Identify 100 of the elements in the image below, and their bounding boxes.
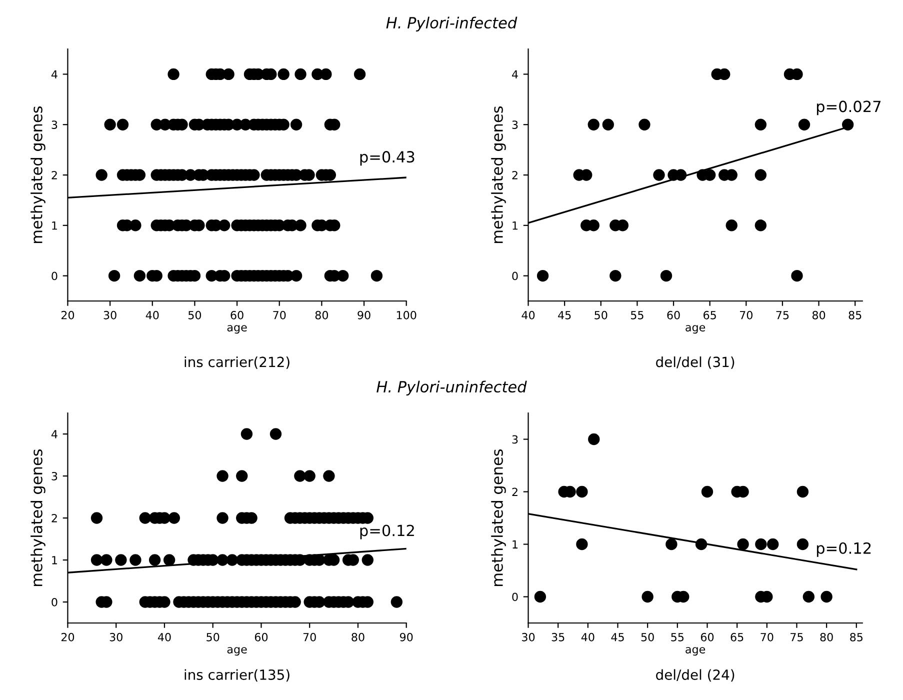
text: H. Pylori-infected [386, 16, 518, 32]
text: ins carrier(135) [184, 669, 290, 682]
point [820, 590, 832, 603]
x-tick-label: 50 [641, 632, 654, 642]
point [737, 538, 749, 550]
y-tick-label: 1 [512, 222, 518, 230]
y-tick-label: 0 [52, 272, 58, 280]
x-tick-label: 60 [700, 632, 714, 642]
text: del/del (24) [656, 669, 734, 682]
x-tick-label: 60 [667, 310, 680, 320]
x-tick-label: 70 [760, 632, 774, 642]
x-tick-label: 85 [850, 632, 862, 642]
text: ins carrier(212) [184, 356, 290, 369]
point [660, 270, 672, 282]
annotation: p=0.027 [816, 100, 881, 116]
y-tick-label: 4 [512, 70, 518, 78]
point [842, 118, 854, 130]
text: del/del (31) [656, 356, 734, 369]
x-tick-label: 20 [61, 310, 74, 320]
x-axis-title: age [686, 647, 706, 656]
x-tick-label: 50 [594, 310, 608, 320]
x-tick-label: 80 [812, 310, 826, 320]
x-tick-label: 90 [400, 632, 413, 642]
x-axis-title: age [686, 325, 706, 334]
x-tick-label: 30 [104, 310, 116, 320]
point [755, 538, 767, 550]
point [638, 118, 650, 130]
x-tick-label: 85 [848, 310, 862, 320]
point [802, 590, 815, 603]
x-tick-label: 45 [611, 633, 624, 642]
y-tick-label: 1 [52, 222, 57, 230]
x-tick-label: 90 [358, 310, 370, 320]
x-tick-label: 70 [740, 310, 752, 320]
x-tick-label: 60 [254, 632, 268, 642]
y-tick-label: 1 [52, 556, 57, 564]
text: H. Pylori-uninfected [376, 380, 527, 396]
x-axis-title: age [227, 325, 247, 334]
x-tick-label: 20 [61, 632, 74, 642]
y-tick-label: 4 [51, 430, 58, 438]
point [576, 538, 588, 550]
x-tick-label: 75 [776, 311, 789, 320]
y-tick-label: 0 [52, 598, 58, 606]
y-tick-label: 1 [512, 540, 518, 548]
y-tick-label: 3 [52, 472, 58, 480]
y-axis-title: methylated genes [30, 449, 46, 586]
x-tick-label: 80 [352, 632, 364, 642]
point [653, 169, 665, 181]
point [536, 270, 549, 282]
x-tick-label: 30 [110, 632, 122, 642]
point [695, 538, 708, 550]
x-tick-label: 50 [188, 310, 202, 320]
point [602, 118, 614, 130]
point [534, 590, 546, 603]
x-tick-label: 40 [581, 632, 594, 642]
y-axis-title: methylated genes [491, 106, 506, 243]
y-tick-label: 3 [512, 120, 518, 129]
x-tick-label: 50 [206, 632, 220, 642]
annotation: p=0.12 [816, 542, 871, 557]
point [726, 220, 738, 232]
x-tick-label: 40 [522, 310, 535, 320]
y-tick-label: 0 [512, 592, 518, 602]
point [666, 538, 678, 550]
y-tick-label: 4 [51, 70, 58, 78]
x-tick-label: 60 [230, 310, 244, 320]
y-axis-title: methylated genes [491, 449, 506, 586]
point [576, 486, 588, 498]
y-tick-label: 3 [512, 435, 518, 444]
x-tick-label: 45 [558, 311, 571, 320]
y-tick-label: 0 [512, 272, 518, 280]
x-tick-label: 80 [315, 310, 328, 320]
x-tick-label: 40 [158, 632, 171, 642]
point [610, 270, 622, 282]
x-tick-label: 70 [273, 310, 286, 320]
x-axis-title: age [227, 647, 247, 656]
x-tick-label: 55 [630, 311, 644, 320]
x-tick-label: 70 [303, 632, 316, 642]
x-tick-label: 65 [704, 310, 716, 320]
x-tick-label: 75 [790, 633, 803, 642]
y-tick-label: 2 [512, 488, 518, 496]
x-tick-label: 80 [820, 632, 833, 642]
annotation: p=0.12 [360, 524, 414, 540]
y-tick-label: 2 [512, 170, 518, 180]
point [754, 169, 767, 181]
point [588, 433, 600, 446]
y-axis-title: methylated genes [30, 106, 46, 243]
point [701, 486, 714, 498]
y-tick-label: 2 [52, 170, 57, 180]
point [798, 118, 810, 130]
x-tick-label: 55 [671, 633, 684, 642]
point [796, 538, 809, 550]
y-tick-label: 2 [52, 514, 57, 522]
point [754, 220, 767, 232]
annotation: p=0.43 [360, 151, 414, 166]
point [588, 118, 600, 130]
y-tick-label: 3 [52, 120, 58, 129]
x-tick-label: 30 [522, 632, 535, 642]
point [791, 270, 803, 282]
x-tick-label: 65 [730, 632, 744, 642]
point [796, 486, 809, 498]
x-tick-label: 40 [146, 310, 159, 320]
